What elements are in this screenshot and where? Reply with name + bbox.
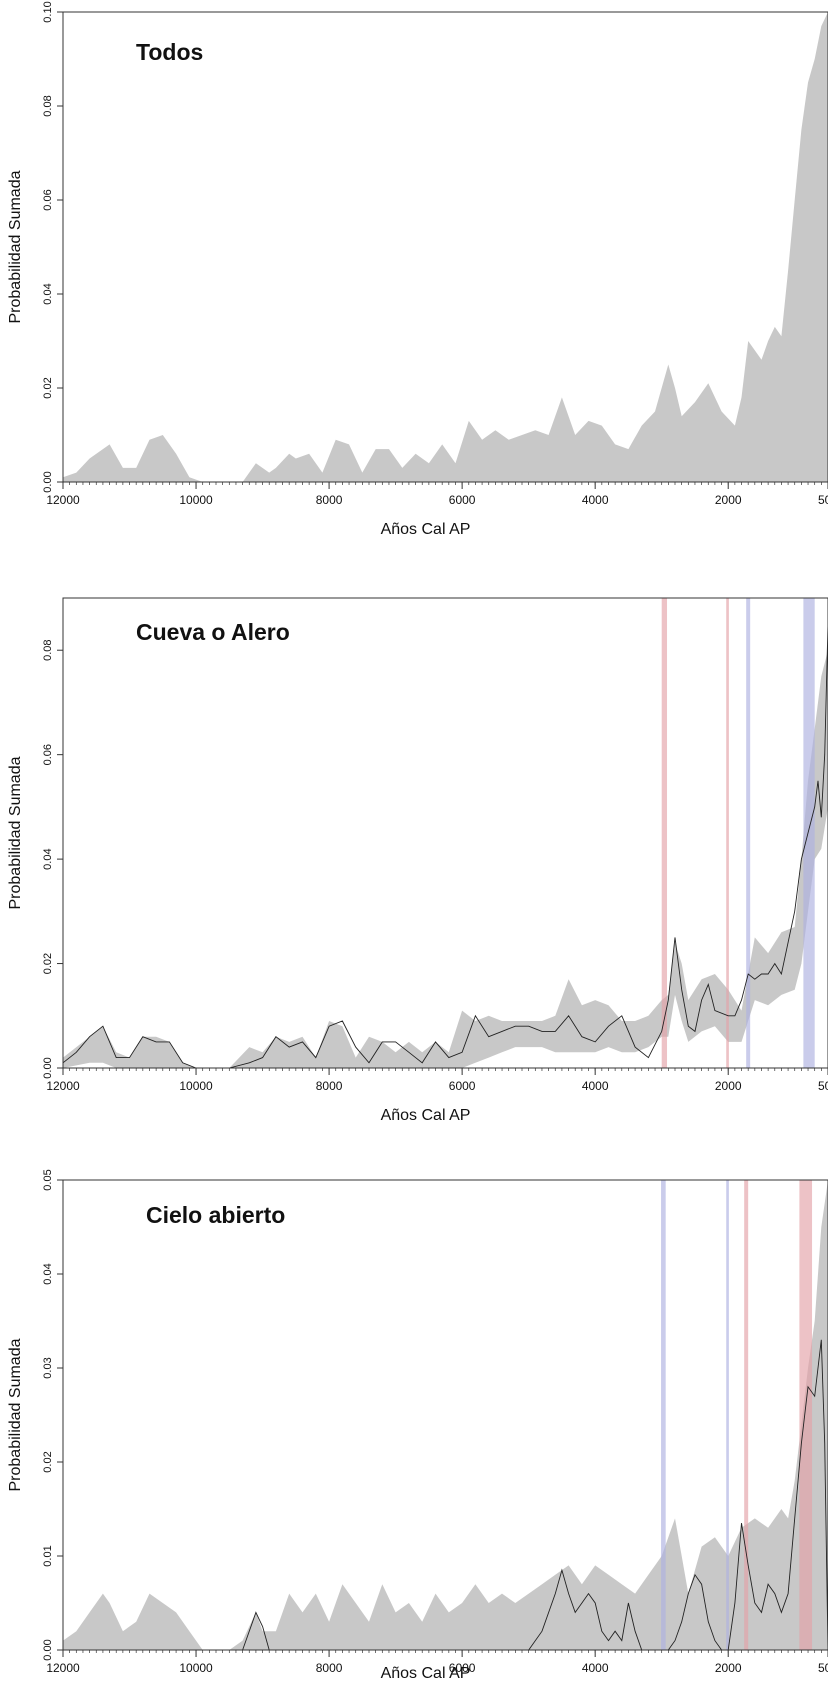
plot-frame [62, 597, 828, 1069]
y-tick-label: 0.02 [42, 953, 54, 974]
x-axis-label: Años Cal AP [381, 521, 471, 538]
x-tick-label: 12000 [46, 1661, 80, 1675]
y-tick-label: 0.06 [42, 744, 54, 765]
x-tick-label: 4000 [582, 1079, 609, 1093]
x-tick-label: 8000 [316, 1079, 343, 1093]
y-tick-label: 0.00 [42, 1639, 54, 1660]
y-axis-label: Probabilidad Sumada [7, 756, 24, 909]
highlight-band-3 [744, 1180, 749, 1650]
plot-area [63, 12, 828, 482]
x-tick-label: 10000 [179, 1661, 213, 1675]
chart-title: Cueva o Alero [136, 619, 290, 645]
highlight-band-4 [803, 598, 815, 1068]
x-tick-label: 4000 [582, 493, 609, 507]
highlight-band-1 [661, 598, 668, 1068]
y-axis-label: Probabilidad Sumada [7, 1338, 24, 1491]
highlight-band-2 [726, 598, 729, 1068]
summed-probability-line [63, 624, 828, 1068]
y-tick-label: 0.04 [42, 848, 54, 869]
chart-panel-1: 12000 10000 8000 6000 4000 2000 500 0.00 0.02 0.0… [7, 1, 828, 538]
x-tick-label: 10000 [179, 1079, 213, 1093]
plot-frame [62, 1179, 828, 1651]
y-tick-label: 0.06 [42, 189, 54, 210]
x-tick-label: 6000 [449, 1079, 476, 1093]
y-axis-label: Probabilidad Sumada [7, 170, 24, 323]
x-tick-label: 2000 [715, 1079, 742, 1093]
highlight-band-4 [799, 1180, 813, 1650]
x-axis-label: Años Cal AP [381, 1665, 471, 1682]
y-tick-label: 0.01 [42, 1545, 54, 1566]
x-tick-label: 500 [818, 493, 828, 507]
y-tick-label: 0.05 [42, 1169, 54, 1190]
x-tick-label: 10000 [179, 493, 213, 507]
x-tick-label: 12000 [46, 493, 80, 507]
x-tick-label: 12000 [46, 1079, 80, 1093]
y-tick-label: 0.00 [42, 1057, 54, 1078]
x-tick-label: 2000 [715, 1661, 742, 1675]
y-tick-label: 0.02 [42, 377, 54, 398]
y-tick-label: 0.03 [42, 1357, 54, 1378]
y-tick-label: 0.08 [42, 95, 54, 116]
highlight-band-2 [726, 1180, 729, 1650]
chart-panel-3: 12000 10000 8000 6000 4000 2000 500 0.00 0.01 0.0… [7, 1169, 828, 1682]
x-tick-label: 500 [818, 1079, 828, 1093]
highlight-band-1 [661, 1180, 666, 1650]
highlight-band-3 [746, 598, 751, 1068]
plot-area [63, 598, 828, 1068]
plot-area [63, 1180, 828, 1650]
chart-title: Cielo abierto [146, 1202, 285, 1228]
x-axis-label: Años Cal AP [381, 1107, 471, 1124]
y-tick-label: 0.00 [42, 471, 54, 492]
y-tick-label: 0.10 [42, 1, 54, 22]
plot-frame [62, 11, 828, 483]
x-tick-label: 8000 [316, 1661, 343, 1675]
chart-title: Todos [136, 39, 203, 65]
x-tick-label: 8000 [316, 493, 343, 507]
y-tick-label: 0.04 [42, 283, 54, 304]
x-tick-label: 2000 [715, 493, 742, 507]
x-tick-label: 6000 [449, 1661, 476, 1675]
confidence-band [63, 12, 828, 482]
y-tick-label: 0.08 [42, 640, 54, 661]
x-tick-label: 4000 [582, 1661, 609, 1675]
y-tick-label: 0.02 [42, 1451, 54, 1472]
confidence-band [63, 1180, 828, 1650]
x-tick-label: 6000 [449, 493, 476, 507]
chart-panel-2: 12000 10000 8000 6000 4000 2000 500 0.00 0.02 0.0… [7, 597, 828, 1124]
y-tick-label: 0.04 [42, 1263, 54, 1284]
x-tick-label: 500 [818, 1661, 828, 1675]
summed-probability-line [63, 1339, 828, 1650]
